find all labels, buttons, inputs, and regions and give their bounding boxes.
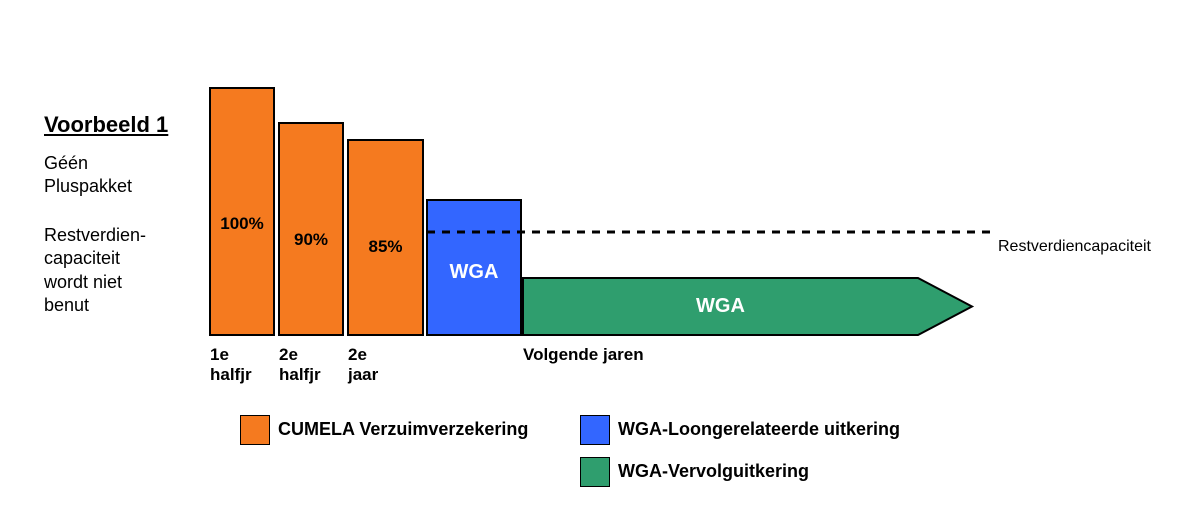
legend-cumela-label: CUMELA Verzuimverzekering [278,419,528,440]
legend-wga-loon-label: WGA-Loongerelateerde uitkering [618,419,900,440]
bar-2e-jaar-axis-label: 2ejaar [348,345,423,385]
legend-wga-vervolg-label: WGA-Vervolguitkering [618,461,809,482]
bar-2e-halfjr-axis-label: 2ehalfjr [279,345,343,385]
legend-wga-loon-swatch [580,415,610,445]
bar-2e-jaar-value: 85% [348,237,423,257]
legend-wga-vervolg-swatch [580,457,610,487]
restverdiencapaciteit-label: Restverdiencapaciteit [998,238,1151,256]
legend-cumela-swatch [240,415,270,445]
wga-blue-label: WGA [427,261,521,284]
bar-1e-halfjr-value: 100% [210,214,274,234]
axis-label-volgende-jaren: Volgende jaren [523,345,644,365]
bar-1e-halfjr [210,88,274,335]
wga-green-label: WGA [523,295,918,318]
bar-2e-halfjr-value: 90% [279,230,343,250]
bar-1e-halfjr-axis-label: 1ehalfjr [210,345,274,385]
chart-container: { "canvas": { "width": 1180, "height": 5… [0,0,1180,521]
